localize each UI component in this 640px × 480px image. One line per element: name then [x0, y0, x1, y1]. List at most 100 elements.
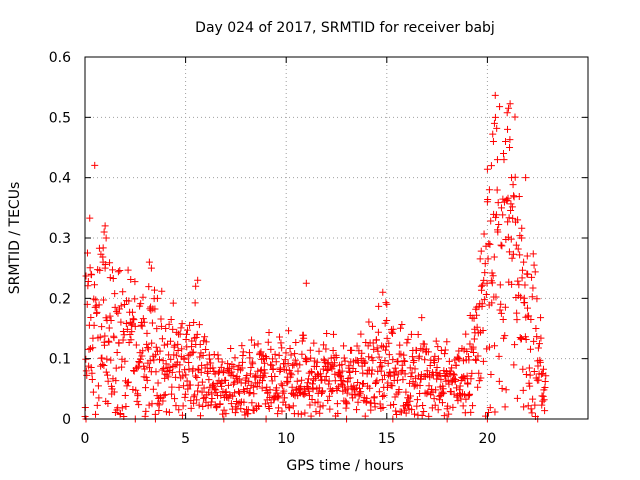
data-point: [227, 400, 235, 408]
data-point: [452, 384, 460, 392]
data-point: [401, 358, 409, 366]
data-point: [130, 316, 138, 324]
data-point: [177, 324, 185, 332]
data-point: [250, 341, 258, 349]
data-point: [229, 392, 237, 400]
data-point: [510, 192, 518, 200]
data-point: [413, 396, 421, 404]
data-point: [337, 376, 345, 384]
data-point: [525, 379, 533, 387]
data-point: [454, 354, 462, 362]
data-point: [530, 367, 538, 375]
data-point: [540, 396, 548, 404]
data-point: [375, 353, 383, 361]
data-point: [361, 358, 369, 366]
data-point: [489, 130, 497, 138]
data-point: [484, 255, 492, 263]
data-point: [269, 365, 277, 373]
data-point: [311, 399, 319, 407]
data-point: [139, 293, 147, 301]
data-point: [150, 286, 158, 294]
data-point: [535, 376, 543, 384]
data-point: [187, 404, 195, 412]
data-point: [119, 336, 127, 344]
data-point: [111, 290, 119, 298]
y-tick-label: 0.4: [49, 171, 71, 187]
data-point: [178, 345, 186, 353]
data-point: [413, 402, 421, 410]
data-point: [338, 367, 346, 375]
data-point: [487, 217, 495, 225]
data-point: [527, 345, 535, 353]
data-point: [406, 379, 414, 387]
data-point: [332, 353, 340, 361]
y-tick-label: 0.6: [49, 50, 71, 66]
data-point: [171, 395, 179, 403]
data-point: [307, 354, 315, 362]
data-point: [198, 388, 206, 396]
data-point: [479, 281, 487, 289]
data-point: [538, 392, 546, 400]
data-point: [410, 356, 418, 364]
data-point: [246, 370, 254, 378]
data-point: [502, 137, 510, 145]
data-point: [324, 397, 332, 405]
data-point: [463, 347, 471, 355]
data-point: [502, 386, 510, 394]
data-point: [145, 258, 153, 266]
data-point: [298, 376, 306, 384]
data-point: [199, 352, 207, 360]
data-point: [326, 405, 334, 413]
data-point: [389, 329, 397, 337]
data-point: [99, 258, 107, 266]
data-point: [183, 326, 191, 334]
axis-ticks: [84, 56, 588, 420]
data-point: [100, 228, 108, 236]
data-point: [527, 405, 535, 413]
data-point: [370, 393, 378, 401]
data-point: [351, 391, 359, 399]
data-point: [496, 306, 504, 314]
data-point: [277, 380, 285, 388]
data-point: [284, 360, 292, 368]
data-point: [82, 355, 90, 363]
data-point: [266, 386, 274, 394]
x-axis-label: GPS time / hours: [286, 458, 403, 474]
data-point: [207, 359, 215, 367]
data-point: [278, 344, 286, 352]
data-point: [491, 91, 499, 99]
data-point: [325, 377, 333, 385]
data-point: [539, 397, 547, 405]
data-point: [394, 357, 402, 365]
data-point: [122, 403, 130, 411]
data-point: [509, 181, 517, 189]
data-point: [411, 410, 418, 418]
y-tick-label: 0.1: [49, 352, 71, 368]
data-point: [522, 335, 530, 343]
data-point: [109, 274, 117, 282]
data-point: [323, 367, 331, 375]
data-point: [308, 369, 316, 377]
data-point: [147, 306, 155, 314]
data-point: [92, 296, 100, 304]
data-point: [470, 335, 478, 343]
data-point: [217, 363, 225, 371]
data-point: [383, 317, 391, 325]
data-point: [469, 402, 477, 410]
data-point: [93, 308, 101, 316]
data-point: [303, 355, 311, 363]
data-point: [485, 240, 493, 248]
data-point: [402, 409, 410, 417]
data-point: [278, 382, 286, 390]
data-point: [282, 349, 290, 357]
data-point: [235, 375, 243, 383]
data-point: [160, 364, 168, 372]
data-point: [504, 218, 512, 226]
data-point: [406, 364, 414, 372]
data-point: [481, 269, 489, 277]
data-point: [408, 369, 416, 377]
data-point: [513, 316, 521, 324]
data-point: [200, 384, 208, 392]
data-point: [228, 368, 236, 376]
data-point: [499, 211, 507, 219]
